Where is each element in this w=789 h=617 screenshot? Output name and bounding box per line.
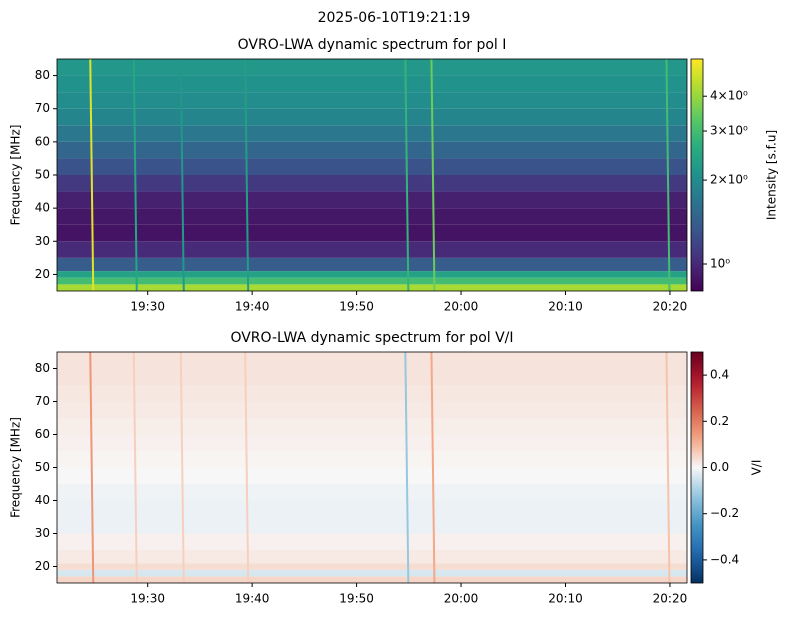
burst [665,352,671,583]
plot-area [57,352,687,583]
y-axis-label: Frequency [MHz] [9,125,23,226]
colorbar [690,351,704,584]
x-tick-label: 20:00 [444,300,479,314]
spectrum-band [57,563,687,570]
y-tick-label: 30 [35,526,50,540]
spectrum-band [57,257,687,272]
y-tick-label: 20 [35,559,50,573]
burst [179,59,185,291]
y-tick-label: 50 [35,168,50,182]
spectrum-band [57,467,687,484]
x-tick-label: 19:50 [339,592,374,606]
burst [132,352,138,583]
y-tick-label: 40 [35,493,50,507]
chart-title: OVRO-LWA dynamic spectrum for pol V/I [230,330,513,346]
burst [244,59,250,291]
burst [404,352,410,583]
spectrum-band [57,191,687,209]
burst [132,59,138,291]
spectrum-band [57,385,687,402]
spectrum-band [57,75,687,93]
spectrum-band [57,284,687,291]
spectrum-band [57,418,687,435]
burst [89,352,95,583]
colorbar-tick-label: −0.4 [710,552,739,566]
colorbar-tick-label: 2×10⁰ [710,173,748,187]
spectrum-band [57,352,687,369]
burst [665,59,671,291]
colorbar-tick-label: 0.0 [710,460,729,474]
y-tick-label: 60 [35,427,50,441]
spectrum-band [57,125,687,142]
spectrum-band [57,92,687,109]
spectrum-band [57,550,687,564]
spectrum-band [57,451,687,468]
burst [404,59,410,291]
colorbar [690,58,704,292]
x-tick-label: 19:30 [130,300,165,314]
x-tick-label: 19:40 [235,592,270,606]
spectrum-band [57,517,687,534]
y-tick-label: 40 [35,201,50,215]
x-tick-label: 20:20 [653,592,688,606]
spectrum-band [57,569,687,577]
figure-title: 2025-06-10T19:21:19 [318,10,471,26]
spectrum-band [57,533,687,550]
y-tick-label: 80 [35,68,50,82]
colorbar-label: Intensity [s.f.u] [765,130,779,220]
colorbar-tick-label: 10⁰ [710,256,730,270]
chart-title: OVRO-LWA dynamic spectrum for pol I [238,37,507,53]
spectrum-band [57,576,687,583]
spectrum-band [57,208,687,225]
y-tick-label: 70 [35,394,50,408]
y-tick-label: 60 [35,134,50,148]
burst [179,352,185,583]
y-tick-label: 80 [35,361,50,375]
colorbar-tick-label: 0.4 [710,368,729,382]
spectrum-band [57,484,687,501]
spectrum-band [57,224,687,242]
burst [430,59,436,291]
x-tick-label: 19:50 [339,300,374,314]
x-tick-label: 20:10 [548,300,583,314]
colorbar-tick-label: 3×10⁰ [710,124,748,138]
y-tick-label: 70 [35,101,50,115]
plot-area [57,59,687,291]
spectrum-band [57,500,687,517]
x-tick-label: 19:30 [130,592,165,606]
colorbar-tick-label: 0.2 [710,414,729,428]
colorbar-tick-label: −0.2 [710,506,739,520]
burst [244,352,250,583]
spectrum-band [57,241,687,258]
spectrum-band [57,277,687,285]
y-tick-label: 50 [35,460,50,474]
y-tick-label: 30 [35,234,50,248]
colorbar-label: V/I [750,460,764,476]
y-axis-label: Frequency [MHz] [9,417,23,518]
burst [430,352,436,583]
burst [89,59,95,291]
spectrum-band [57,108,687,126]
spectrum-band [57,434,687,451]
spectrum-band [57,401,687,418]
spectrum-band [57,59,687,76]
colorbar-tick-label: 4×10⁰ [710,89,748,103]
spectrum-band [57,158,687,175]
spectrum-band [57,368,687,385]
y-tick-label: 20 [35,267,50,281]
x-tick-label: 20:10 [548,592,583,606]
spectrum-band [57,141,687,159]
x-tick-label: 20:00 [444,592,479,606]
spectrum-band [57,175,687,192]
x-tick-label: 19:40 [235,300,270,314]
spectrum-band [57,271,687,278]
x-tick-label: 20:20 [653,300,688,314]
